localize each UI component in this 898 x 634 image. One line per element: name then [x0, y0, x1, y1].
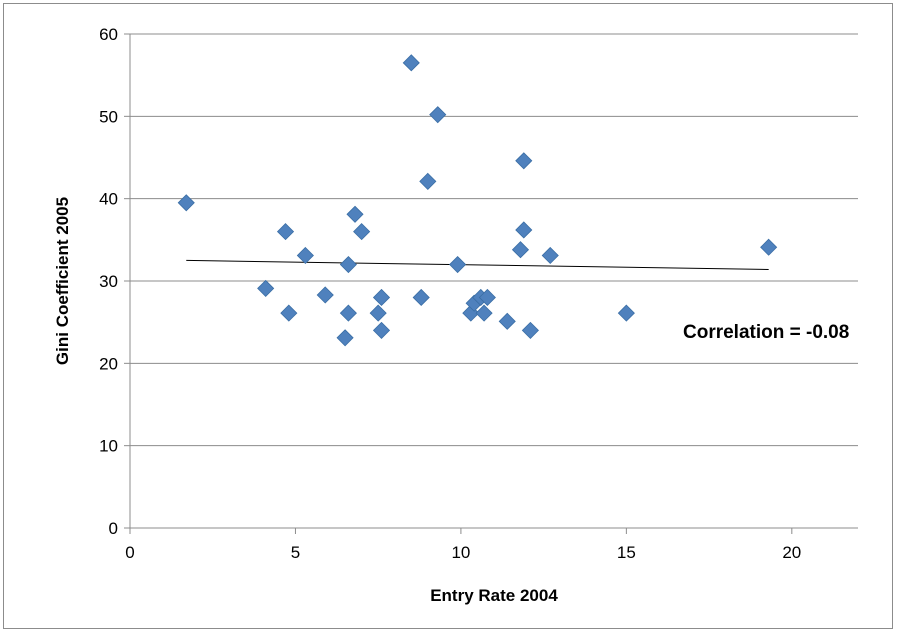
- data-point: [617, 304, 635, 322]
- data-point: [511, 241, 530, 259]
- data-point: [353, 223, 371, 241]
- gridlines: [130, 33, 858, 447]
- data-point: [276, 223, 295, 241]
- data-point: [336, 329, 354, 347]
- data-point: [478, 288, 496, 307]
- correlation-annotation: Correlation = -0.08: [683, 322, 849, 343]
- data-point: [498, 312, 516, 330]
- data-point: [369, 304, 387, 322]
- chart-frame: [3, 3, 893, 629]
- y-tick-label: 10: [99, 437, 118, 456]
- x-tick-label: 10: [451, 543, 470, 562]
- x-tick-label: 15: [617, 543, 636, 562]
- trendline: [186, 259, 769, 270]
- y-tick-label: 30: [99, 272, 118, 291]
- data-point: [339, 304, 357, 322]
- data-point: [372, 288, 391, 307]
- y-tick-labels: 0 10 20 30 40 50 60: [99, 25, 118, 538]
- data-point: [346, 205, 364, 223]
- data-point: [760, 238, 778, 256]
- y-tick-label: 50: [99, 107, 118, 126]
- data-point: [402, 54, 420, 72]
- data-point: [296, 246, 314, 265]
- y-tick-label: 40: [99, 190, 118, 209]
- data-point: [515, 152, 533, 170]
- data-point: [475, 304, 493, 322]
- data-point: [412, 288, 430, 307]
- y-tick-label: 60: [99, 25, 118, 44]
- trendline-group: [186, 259, 769, 270]
- x-tick-label: 0: [125, 543, 134, 562]
- data-point: [515, 221, 533, 239]
- x-tick-label: 5: [291, 543, 300, 562]
- data-point: [257, 279, 275, 297]
- data-point: [449, 255, 467, 274]
- data-point: [372, 321, 391, 339]
- y-tick-label: 0: [109, 519, 118, 538]
- data-point: [177, 194, 195, 212]
- x-tick-labels: 0 5 10 15 20: [125, 543, 801, 562]
- data-point: [419, 172, 437, 190]
- data-points: [177, 54, 778, 347]
- x-axis-title: Entry Rate 2004: [430, 586, 558, 605]
- data-point: [280, 304, 298, 322]
- data-point: [541, 246, 559, 265]
- y-axis-title: Gini Coefficient 2005: [53, 197, 72, 365]
- x-tick-label: 20: [782, 543, 801, 562]
- data-point: [429, 106, 447, 124]
- data-point: [316, 286, 334, 304]
- y-tick-label: 20: [99, 354, 118, 373]
- data-point: [521, 321, 539, 339]
- data-point: [339, 255, 357, 274]
- axes: [124, 33, 858, 534]
